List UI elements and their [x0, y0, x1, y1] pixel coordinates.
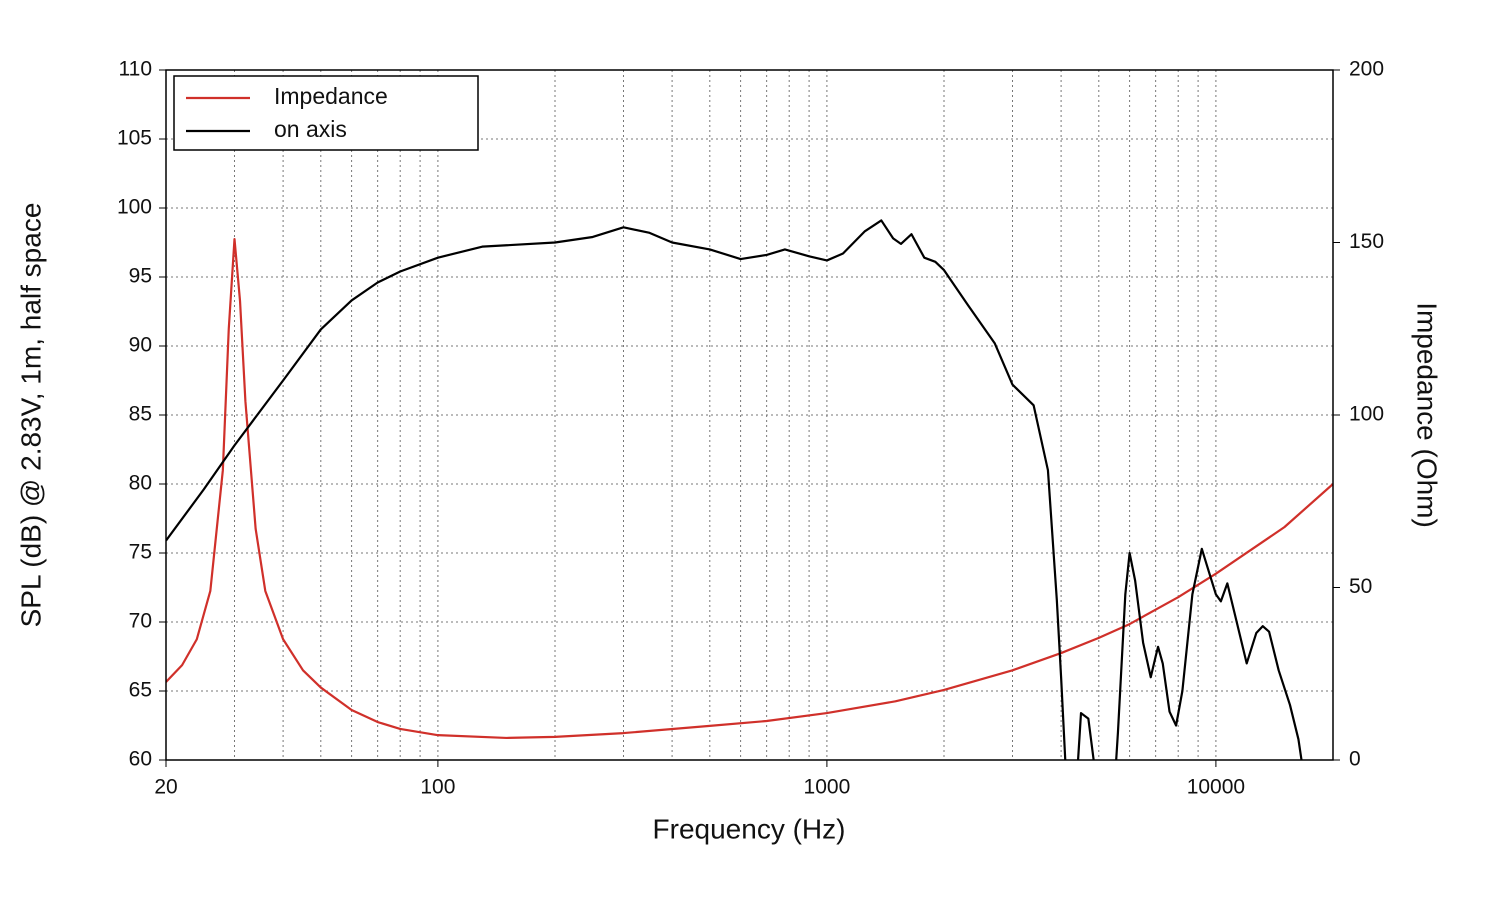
x-tick-label: 1000	[804, 776, 851, 799]
y-tick-label: 90	[129, 334, 152, 357]
labels: 20 100 1000 10000 60 65 70 75 80 85 90 95 100 105 110 0…	[117, 58, 1384, 799]
y-tick-label: 75	[129, 541, 152, 564]
plot-lines	[166, 219, 1333, 760]
legend: Impedance on axis	[173, 75, 479, 151]
y-tick-label: 65	[129, 679, 152, 702]
y2-tick-label: 200	[1349, 58, 1384, 81]
x-tick-label: 20	[154, 776, 177, 799]
y2-tick-label: 100	[1349, 403, 1384, 426]
series-line	[166, 219, 1303, 760]
y-tick-label: 105	[117, 127, 152, 150]
grid	[165, 69, 1333, 761]
y-tick-label: 70	[129, 610, 152, 633]
y2-tick-label: 150	[1349, 230, 1384, 253]
y-tick-label: 80	[129, 472, 152, 495]
y-axis-title: SPL (dB) @ 2.83V, 1m, half space	[15, 203, 46, 628]
x-axis-title: Frequency (Hz)	[653, 813, 846, 844]
y-tick-label: 85	[129, 403, 152, 426]
legend-box	[173, 75, 479, 151]
legend-label: on axis	[274, 116, 347, 142]
y2-tick-label: 50	[1349, 575, 1372, 598]
x-tick-label: 100	[420, 776, 455, 799]
legend-label: Impedance	[274, 83, 388, 109]
series-line	[166, 237, 1333, 740]
y-tick-label: 100	[117, 196, 152, 219]
y2-tick-label: 0	[1349, 748, 1361, 771]
y-tick-label: 110	[119, 58, 152, 81]
x-tick-label: 10000	[1187, 776, 1245, 799]
y-tick-label: 60	[129, 748, 152, 771]
y-tick-label: 95	[129, 265, 152, 288]
y2-axis-title: Impedance (Ohm)	[1412, 302, 1443, 528]
